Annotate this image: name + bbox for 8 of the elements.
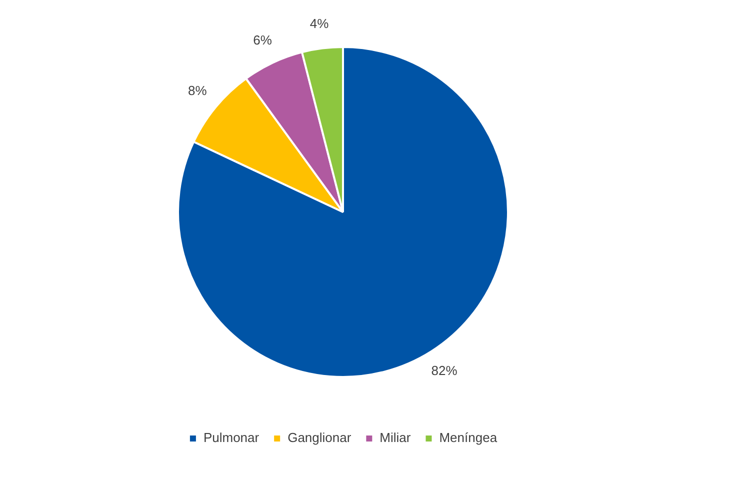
data-label: 6% — [253, 32, 272, 48]
legend-label: Ganglionar — [288, 430, 352, 446]
data-label: 82% — [431, 363, 458, 378]
legend-label: Miliar — [380, 430, 412, 446]
data-label: 8% — [188, 83, 208, 98]
legend-label: Pulmonar — [203, 430, 260, 446]
data-label: 4% — [310, 16, 330, 32]
legend-label: Meníngea — [439, 430, 498, 446]
